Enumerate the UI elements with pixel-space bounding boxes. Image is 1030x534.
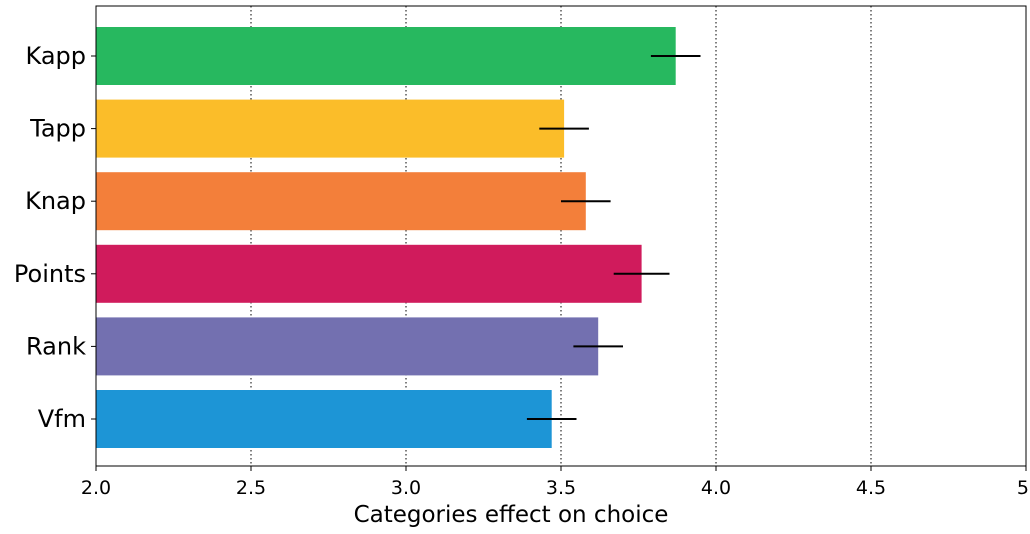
x-axis: 2.0 2.5 3.0 3.5 4.0 4.5 5.	[81, 466, 1030, 499]
x-tick-label: 2.5	[236, 477, 266, 499]
y-tick-label: Knap	[25, 187, 86, 215]
y-tick-label: Kapp	[26, 42, 87, 70]
x-tick-label: 4.0	[701, 477, 731, 499]
bar-knap	[96, 172, 586, 231]
x-tick-label: 5.	[1017, 477, 1030, 499]
y-tick-label: Tapp	[29, 115, 86, 143]
y-axis: Kapp Tapp Knap Points Rank Vfm	[14, 42, 96, 433]
bar-points	[96, 244, 642, 303]
bar-kapp	[96, 27, 676, 85]
y-tick-label: Points	[14, 260, 86, 288]
y-tick-label: Vfm	[38, 405, 86, 433]
x-tick-label: 3.5	[546, 477, 576, 499]
bars	[96, 27, 676, 448]
x-axis-title: Categories effect on choice	[354, 502, 669, 528]
x-tick-label: 4.5	[856, 477, 886, 499]
y-tick-label: Rank	[26, 332, 86, 360]
error-bars	[526, 55, 701, 420]
bar-rank	[96, 317, 599, 376]
bar-vfm	[96, 390, 552, 448]
x-tick-label: 2.0	[81, 477, 111, 499]
x-tick-label: 3.0	[391, 477, 421, 499]
bar-tapp	[96, 99, 565, 158]
